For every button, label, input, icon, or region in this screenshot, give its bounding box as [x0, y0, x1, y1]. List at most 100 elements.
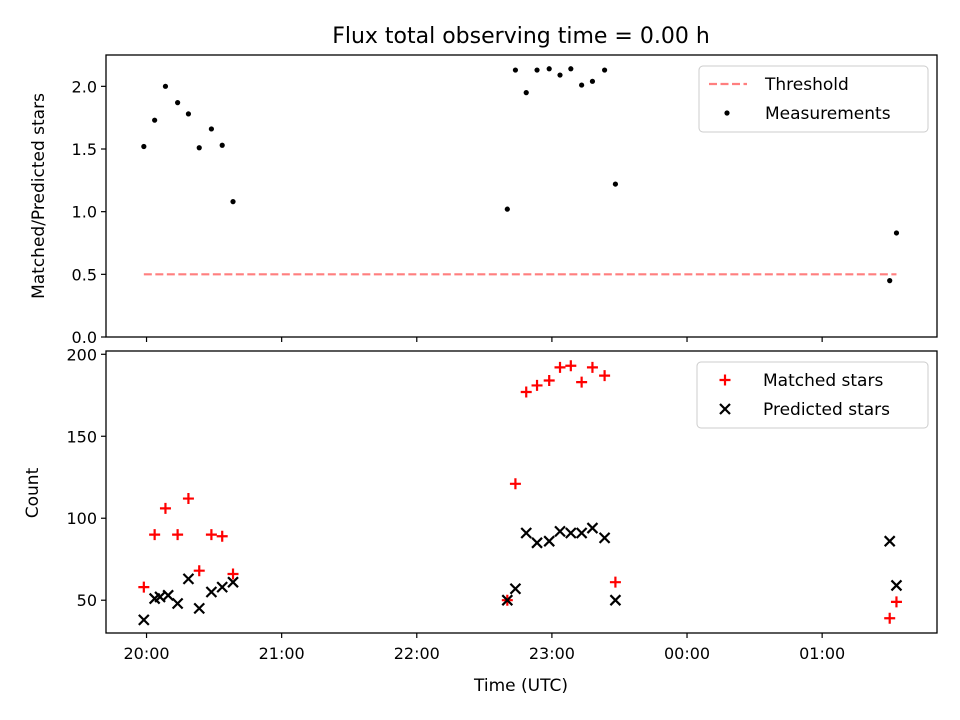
data-point: [523, 90, 529, 96]
x-tick-label: 23:00: [529, 644, 575, 663]
x-tick-label: 20:00: [123, 644, 169, 663]
data-point: [531, 379, 543, 391]
legend-swatch: [724, 110, 730, 116]
data-point: [602, 67, 608, 73]
data-point: [182, 573, 195, 585]
data-point: [893, 230, 900, 236]
data-point: [152, 117, 158, 123]
legend-label: Matched stars: [763, 371, 883, 391]
legend: Matched stars Predicted stars: [696, 361, 929, 429]
data-point: [159, 502, 171, 514]
data-point: [554, 361, 566, 373]
legend-swatch: [719, 374, 731, 386]
data-point: [509, 582, 522, 595]
legend-box: [698, 65, 929, 133]
y-tick-label: 1.5: [72, 140, 97, 159]
y-tick-label: 50: [77, 591, 97, 610]
x-tick-label: 21:00: [259, 644, 305, 663]
data-point: [171, 597, 184, 610]
data-point: [193, 602, 206, 615]
data-point: [887, 278, 893, 284]
series-predicted-stars: [138, 522, 903, 626]
data-point: [162, 589, 174, 602]
data-point: [208, 126, 214, 132]
data-point: [890, 579, 903, 592]
data-point: [546, 66, 552, 72]
y-tick-label: 0.0: [72, 328, 97, 347]
data-point: [576, 376, 588, 388]
data-point: [175, 100, 181, 106]
legend: Threshold Measurements: [698, 65, 929, 133]
data-point: [227, 568, 239, 580]
data-point: [612, 181, 619, 187]
data-point: [172, 529, 184, 541]
data-point: [182, 493, 194, 505]
bottom-xlabel: Time (UTC): [473, 676, 568, 696]
data-point: [196, 145, 202, 151]
x-tick-label: 01:00: [799, 644, 845, 663]
data-point: [586, 361, 598, 373]
data-point: [141, 143, 147, 150]
top-panel: 0.0 0.5 1.0 1.5 2.0 Threshold Measurements: [72, 54, 938, 347]
data-point: [531, 537, 543, 549]
data-point: [599, 370, 611, 382]
data-point: [609, 576, 621, 588]
data-point: [557, 72, 563, 78]
chart-title: Flux total observing time = 0.00 h: [332, 24, 710, 49]
y-tick-label: 0.5: [72, 265, 97, 284]
legend-label: Threshold: [764, 75, 849, 95]
data-point: [598, 532, 611, 544]
data-point: [162, 83, 169, 89]
data-point: [512, 67, 519, 73]
data-point: [884, 612, 896, 624]
legend-swatch: [719, 403, 731, 415]
data-point: [534, 67, 540, 73]
data-point: [193, 565, 205, 577]
y-tick-label: 150: [66, 427, 97, 446]
data-point: [575, 527, 588, 539]
data-point: [543, 375, 555, 387]
y-tick-label: 200: [66, 345, 97, 364]
data-point: [520, 386, 532, 398]
data-point: [205, 529, 217, 541]
y-tick-label: 1.0: [72, 203, 97, 222]
data-point: [504, 206, 510, 212]
data-point: [579, 82, 585, 88]
data-point: [565, 360, 577, 372]
data-point: [501, 594, 514, 606]
top-ylabel: Matched/Predicted stars: [29, 93, 49, 299]
data-point: [138, 614, 150, 626]
data-point: [609, 594, 622, 606]
data-point: [589, 78, 596, 84]
data-point: [216, 530, 228, 542]
data-point: [568, 66, 574, 72]
y-tick-label: 100: [66, 509, 97, 528]
legend-box: [696, 361, 929, 429]
data-point: [586, 522, 599, 534]
data-point: [890, 596, 902, 608]
data-point: [565, 527, 577, 539]
axes-frame: [105, 54, 938, 338]
data-point: [520, 527, 533, 539]
bottom-ylabel: Count: [23, 467, 43, 518]
data-point: [509, 478, 521, 490]
data-point: [543, 535, 555, 547]
data-point: [138, 581, 150, 593]
series-measurements: [141, 66, 900, 284]
data-point: [205, 586, 218, 598]
data-point: [185, 111, 192, 117]
axes-frame: [105, 350, 938, 634]
data-point: [883, 535, 896, 547]
series-matched-stars: [138, 360, 902, 624]
x-tick-label: 22:00: [394, 644, 440, 663]
legend-label: Measurements: [765, 104, 891, 124]
legend-label: Predicted stars: [763, 400, 890, 420]
data-point: [230, 199, 236, 205]
x-tick-label: 00:00: [664, 644, 710, 663]
data-point: [227, 576, 239, 588]
data-point: [219, 142, 225, 148]
bottom-panel: 50 100 150 200 20:00 21:00 22:00 23:00 00:00 01:0…: [66, 345, 938, 663]
data-point: [554, 525, 566, 538]
y-tick-label: 2.0: [72, 77, 97, 96]
